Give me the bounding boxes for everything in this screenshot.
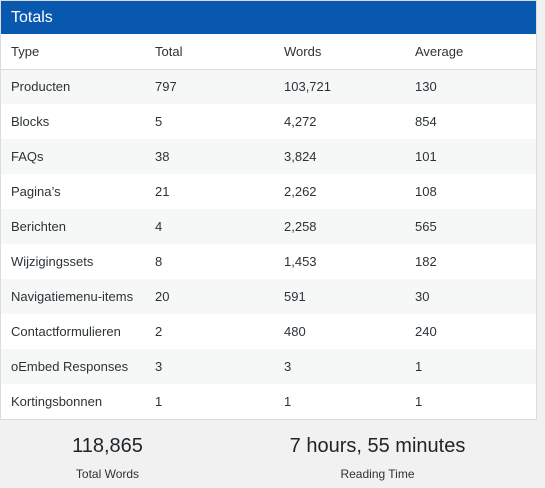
cell-average: 30 [415,289,430,304]
cell-type: Berichten [11,219,66,234]
cell-total: 2 [155,324,163,339]
table-row: Producten 797 103,721 130 [1,69,536,104]
cell-words: 2,262 [284,184,317,199]
table-row: oEmbed Responses 3 3 1 [1,349,536,384]
table-row: FAQs 38 3,824 101 [1,139,536,174]
cell-average: 182 [415,254,437,269]
reading-time-label: Reading Time [340,467,415,481]
cell-total: 3 [155,359,163,374]
cell-total: 8 [155,254,163,269]
cell-words: 3 [284,359,292,374]
cell-average: 1 [415,359,423,374]
table-row: Blocks 5 4,272 854 [1,104,536,139]
cell-average: 108 [415,184,437,199]
column-header-words: Words [284,43,322,59]
total-words-label: Total Words [75,467,140,481]
table-row: Navigatiemenu-items 20 591 30 [1,279,536,314]
table-header-row: Type Total Words Average [1,34,536,69]
total-words-value: 118,865 [72,435,143,457]
table-row: Kortingsbonnen 1 1 1 [1,384,536,419]
table-row: Berichten 4 2,258 565 [1,209,536,244]
cell-average: 130 [415,79,437,95]
totals-table: Type Total Words Average Producten 797 1… [1,34,536,419]
cell-type: Kortingsbonnen [11,394,103,409]
cell-type: Pagina’s [11,184,61,199]
cell-average: 565 [415,219,437,234]
cell-average: 101 [415,149,437,164]
cell-total: 1 [155,394,163,409]
panel-title: Totals [1,1,536,34]
cell-words: 4,272 [284,114,317,129]
cell-type: oEmbed Responses [11,359,129,374]
column-header-type: Type [11,43,40,59]
cell-total: 4 [155,219,163,234]
cell-words: 1,453 [284,254,317,269]
table-row: Wijzigingssets 8 1,453 182 [1,244,536,279]
cell-average: 1 [415,394,423,409]
cell-total: 38 [155,149,170,164]
table-row: Contactformulieren 2 480 240 [1,314,536,349]
cell-type: Producten [11,79,71,95]
cell-words: 3,824 [284,149,317,164]
cell-words: 103,721 [284,79,331,95]
cell-words: 2,258 [284,219,317,234]
cell-average: 240 [415,324,437,339]
cell-total: 797 [155,79,177,95]
summary-stats: 118,865 Total Words 7 hours, 55 minutes … [0,420,545,488]
cell-type: Wijzigingssets [11,254,94,269]
cell-words: 591 [284,289,306,304]
column-header-average: Average [415,43,464,59]
cell-words: 480 [284,324,306,339]
cell-total: 5 [155,114,163,129]
total-words-stat: 118,865 Total Words [40,434,175,481]
cell-type: Navigatiemenu-items [11,289,134,304]
cell-type: Contactformulieren [11,324,121,339]
reading-time-stat: 7 hours, 55 minutes Reading Time [270,434,485,481]
table-row: Pagina’s 21 2,262 108 [1,174,536,209]
cell-words: 1 [284,394,292,409]
totals-panel: Totals Type Total Words Average Producte… [0,0,537,420]
cell-average: 854 [415,114,437,129]
column-header-total: Total [155,43,183,59]
cell-type: Blocks [11,114,50,129]
reading-time-value: 7 hours, 55 minutes [289,435,466,457]
cell-total: 21 [155,184,170,199]
cell-type: FAQs [11,149,44,164]
cell-total: 20 [155,289,170,304]
